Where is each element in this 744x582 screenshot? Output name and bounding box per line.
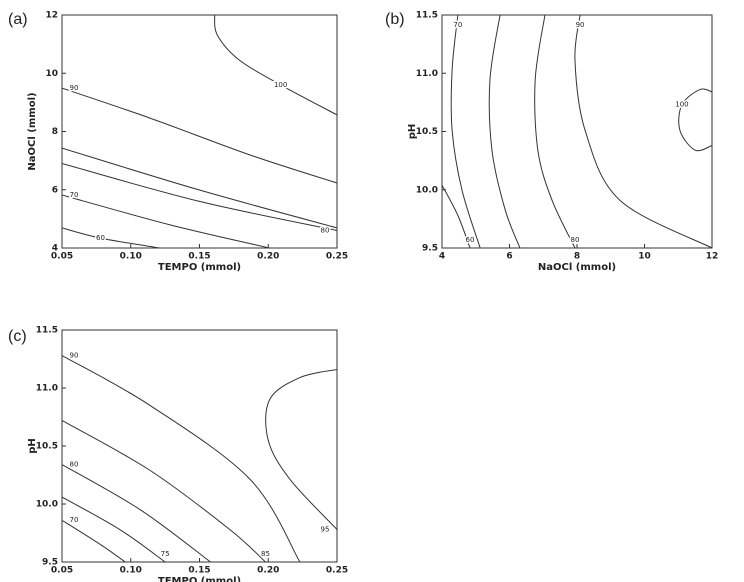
y-tick-label: 11.0: [36, 384, 58, 394]
x-tick-label: 0.25: [326, 252, 348, 262]
contour-line: [62, 227, 160, 248]
contour-line: [62, 420, 266, 562]
y-tick-label: 9.5: [422, 244, 438, 254]
x-tick-label: 0.10: [120, 252, 142, 262]
y-tick-label: 11.5: [36, 326, 58, 336]
y-tick-label: 4: [52, 244, 58, 254]
x-tick-label: 8: [574, 252, 580, 262]
panel-label: (c): [8, 328, 27, 345]
x-axis-label: NaOCl (mmol): [538, 262, 616, 273]
y-tick-label: 10.0: [416, 185, 438, 195]
contour-line: [442, 184, 471, 248]
contour-line: [450, 15, 481, 248]
x-tick-label: 6: [506, 252, 512, 262]
contour-line: [265, 368, 337, 530]
contour-level-label: 95: [321, 526, 330, 534]
contour-line: [62, 496, 166, 562]
y-tick-label: 11.0: [416, 69, 438, 79]
contour-level-label: 60: [466, 236, 475, 244]
contour-line: [62, 194, 270, 248]
contour-level-label: 70: [453, 21, 462, 29]
contour-line: [62, 87, 337, 184]
y-axis-label: NaOCl (mmol): [27, 92, 38, 170]
y-tick-label: 8: [52, 127, 58, 137]
y-tick-label: 10: [45, 69, 58, 79]
contour-line: [62, 519, 126, 562]
y-tick-label: 10.0: [36, 500, 58, 510]
y-tick-label: 12: [45, 11, 58, 21]
x-tick-label: 0.20: [257, 252, 279, 262]
contour-line: [488, 15, 521, 248]
contour-level-label: 90: [70, 352, 79, 360]
panel-label: (a): [8, 11, 28, 28]
contour-line: [62, 355, 301, 562]
x-tick-label: 10: [638, 252, 651, 262]
contour-level-label: 85: [261, 550, 270, 558]
x-tick-label: 12: [706, 252, 719, 262]
contour-level-label: 70: [70, 516, 79, 524]
plot-frame: [61, 329, 338, 563]
contour-line: [574, 15, 712, 248]
x-tick-label: 0.15: [188, 252, 210, 262]
contour-line: [214, 15, 337, 116]
contour-level-label: 100: [675, 101, 688, 109]
contour-level-label: 70: [70, 191, 79, 199]
contour-level-label: 100: [274, 81, 287, 89]
x-axis-label: TEMPO (mmol): [158, 576, 241, 582]
plot-frame: [441, 14, 713, 249]
contour-level-label: 75: [161, 550, 170, 558]
x-tick-label: 0.25: [326, 566, 348, 576]
contour-level-label: 60: [96, 234, 105, 242]
x-tick-label: 4: [439, 252, 445, 262]
y-tick-label: 6: [52, 185, 58, 195]
x-axis-label: TEMPO (mmol): [158, 262, 241, 273]
contour-level-label: 90: [70, 84, 79, 92]
contour-line: [678, 88, 712, 152]
plot-frame: [61, 14, 338, 249]
contour-level-label: 90: [576, 21, 585, 29]
contour-level-label: 80: [321, 227, 330, 235]
y-axis-label: pH: [407, 124, 418, 140]
x-tick-label: 0.15: [188, 566, 210, 576]
contour-line: [62, 163, 337, 232]
y-tick-label: 9.5: [42, 558, 58, 568]
panel-label: (b): [385, 11, 405, 28]
y-tick-label: 10.5: [416, 127, 438, 137]
x-tick-label: 0.20: [257, 566, 279, 576]
contour-line: [62, 464, 211, 562]
contour-level-label: 80: [70, 461, 79, 469]
y-tick-label: 10.5: [36, 442, 58, 452]
x-tick-label: 0.10: [120, 566, 142, 576]
y-axis-label: pH: [27, 438, 38, 454]
x-tick-label: 0.05: [51, 566, 73, 576]
contour-level-label: 80: [571, 236, 580, 244]
contour-line: [534, 15, 576, 248]
y-tick-label: 11.5: [416, 11, 438, 21]
contour-line: [62, 147, 337, 229]
x-tick-label: 0.05: [51, 252, 73, 262]
